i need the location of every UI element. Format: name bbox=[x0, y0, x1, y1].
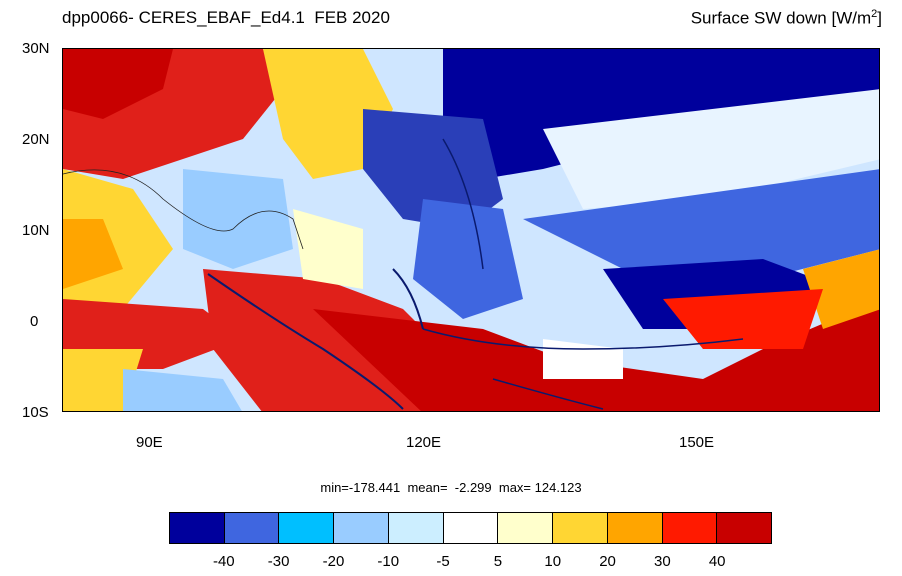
x-tick-90e: 90E bbox=[136, 434, 163, 451]
colorbar-segment bbox=[662, 513, 718, 543]
colorbar-segment bbox=[607, 513, 663, 543]
x-tick-120e: 120E bbox=[406, 434, 442, 451]
colorbar-label: -30 bbox=[267, 553, 290, 570]
x-tick-150e: 150E bbox=[679, 434, 715, 451]
colorbar-label: -10 bbox=[377, 553, 400, 570]
y-tick-10s: 10S bbox=[22, 404, 49, 421]
colorbar-label: -20 bbox=[322, 553, 345, 570]
colorbar-label: 30 bbox=[654, 553, 671, 570]
colorbar-segment bbox=[279, 513, 335, 543]
colorbar-segment bbox=[498, 513, 554, 543]
y-tick-0: 0 bbox=[30, 313, 39, 330]
colorbar-label: 10 bbox=[544, 553, 562, 570]
anomaly-map bbox=[63, 49, 879, 411]
y-tick-10n: 10N bbox=[22, 222, 50, 239]
colorbar-segment bbox=[443, 513, 499, 543]
colorbar-label: 20 bbox=[599, 553, 616, 570]
colorbar-segment bbox=[388, 513, 444, 543]
colorbar-label: -5 bbox=[436, 553, 450, 570]
colorbar-segment bbox=[224, 513, 280, 543]
variable-title: Surface SW down [W/m2] bbox=[690, 8, 882, 28]
map-panel bbox=[62, 48, 880, 412]
colorbar bbox=[169, 512, 772, 544]
colorbar-segment bbox=[170, 513, 225, 543]
colorbar-segment bbox=[334, 513, 389, 543]
colorbar-label: 5 bbox=[493, 553, 503, 570]
colorbar-label: 40 bbox=[708, 553, 726, 570]
colorbar-segment bbox=[553, 513, 608, 543]
y-tick-20n: 20N bbox=[22, 131, 50, 148]
colorbar-label: -40 bbox=[212, 553, 235, 570]
y-tick-30n: 30N bbox=[22, 40, 50, 57]
colorbar-segment bbox=[717, 513, 772, 543]
stats-text: min=-178.441 mean= -2.299 max= 124.123 bbox=[320, 480, 582, 495]
plot-title: dpp0066- CERES_EBAF_Ed4.1 FEB 2020 bbox=[62, 8, 390, 27]
